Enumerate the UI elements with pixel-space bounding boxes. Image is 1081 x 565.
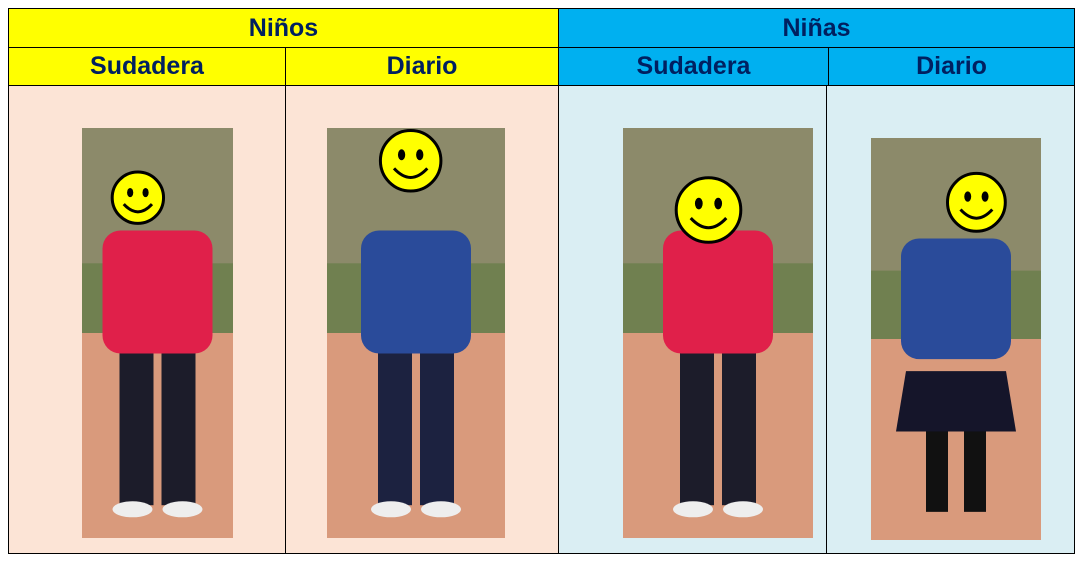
column-header: Diario [285, 47, 559, 86]
column-header: Sudadera [8, 47, 286, 86]
column-header: Diario [828, 47, 1075, 86]
photo [623, 128, 813, 538]
photo [871, 138, 1041, 540]
photo [82, 128, 233, 538]
group-header: Niñas [558, 8, 1075, 48]
photo [327, 128, 505, 538]
group-header: Niños [8, 8, 559, 48]
column-header: Sudadera [558, 47, 829, 86]
